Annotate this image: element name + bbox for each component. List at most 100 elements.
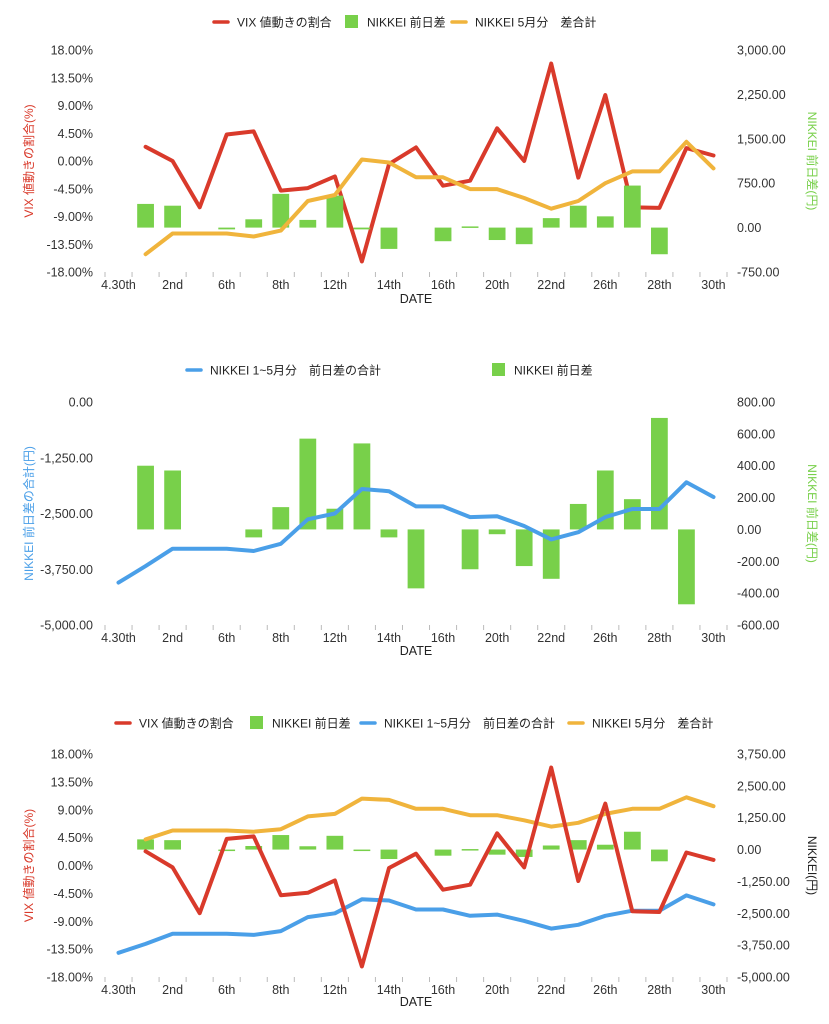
bar-nikkei-diff (488, 227, 506, 241)
x-tick-label: 22nd (537, 278, 565, 292)
x-tick-label: 28th (647, 278, 671, 292)
y-tick-left: 18.00% (51, 748, 93, 762)
y-tick-right: 1,500.00 (737, 132, 786, 146)
y-axis-title-left: NIKKEI 前日差の合計(円) (21, 446, 36, 581)
bar-nikkei-diff (569, 205, 587, 228)
bar-nikkei-diff (651, 227, 668, 255)
x-axis-title: DATE (400, 995, 432, 1009)
x-tick-label: 16th (431, 278, 455, 292)
y-tick-right: -3,750.00 (737, 939, 790, 953)
y-tick-right: -2,500.00 (737, 907, 790, 921)
x-tick-label: 30th (701, 278, 725, 292)
x-axis-title: DATE (400, 292, 432, 306)
bar-nikkei-diff (407, 529, 425, 589)
y-axis-title-left: VIX 値動きの割合(%) (21, 104, 36, 217)
y-tick-left: 13.50% (51, 71, 93, 85)
y-tick-right: 0.00 (737, 221, 761, 235)
bar-nikkei-diff (488, 529, 506, 535)
y-axis-title-left: VIX 値動きの割合(%) (21, 809, 36, 922)
line-cum (116, 480, 716, 585)
chart-svg-1: VIX 値動きの割合 NIKKEI 前日差 NIKKEI 5月分 差合計 18.00%… (21, 15, 820, 307)
bar-nikkei-diff (137, 203, 154, 228)
bar-nikkei-diff (137, 465, 154, 530)
bar-nikkei-diff (542, 529, 560, 579)
y-tick-left: -1,250.00 (40, 451, 93, 465)
bar-nikkei-diff (353, 227, 371, 230)
bar-nikkei-diff (272, 835, 290, 850)
bar-nikkei-diff (326, 195, 344, 228)
y-tick-left: -4.50% (53, 182, 93, 196)
bar-nikkei-diff (380, 849, 398, 860)
x-tick-label: 6th (218, 631, 235, 645)
x-axis-title: DATE (400, 644, 432, 658)
y-tick-right: 2,250.00 (737, 88, 786, 102)
chart-svg-2: NIKKEI 1~5月分 前日差の合計 NIKKEI 前日差 0.00 -1,250.… (21, 363, 820, 659)
x-tick-label: 12th (323, 631, 347, 645)
line-total5 (143, 795, 716, 842)
legend-label: NIKKEI 前日差 (514, 363, 593, 378)
y-tick-right: 0.00 (737, 843, 761, 857)
bar-nikkei-diff (326, 835, 344, 850)
line-cum (116, 893, 716, 955)
bar-nikkei-diff (651, 417, 668, 530)
bar-nikkei-diff (380, 227, 398, 249)
y-tick-left: 13.50% (51, 775, 93, 789)
x-tick-label: 12th (323, 278, 347, 292)
y-tick-left: 9.00% (58, 99, 93, 113)
bar-nikkei-diff (515, 849, 533, 857)
y-tick-right: 200.00 (737, 491, 775, 505)
bar-nikkei-diff (299, 219, 317, 228)
chart-nikkei-cumulative: NIKKEI 1~5月分 前日差の合計 NIKKEI 前日差 0.00 -1,250.… (0, 345, 829, 670)
y-tick-left: -2,500.00 (40, 507, 93, 521)
bar-nikkei-diff (515, 529, 533, 567)
legend-label: VIX 値動きの割合 (237, 15, 332, 30)
x-tick-label: 2nd (162, 278, 183, 292)
x-tick-label: 4.30th (101, 278, 136, 292)
bar-nikkei-diff (596, 216, 614, 228)
y-axis-title-right: NIKKEI(円) (805, 836, 819, 895)
legend-swatch-bar (492, 363, 505, 376)
y-tick-left: -5,000.00 (40, 619, 93, 633)
bar-nikkei-diff (569, 503, 587, 530)
bar-nikkei-diff (515, 227, 533, 245)
bar-nikkei-diff (623, 185, 641, 228)
bar-nikkei-diff (353, 849, 371, 852)
legend-label: NIKKEI 5月分 差合計 (592, 716, 713, 731)
y-tick-left: -13.50% (46, 238, 93, 252)
legend-swatch-bar (250, 716, 263, 729)
y-tick-left: -18.00% (46, 266, 93, 280)
bar-nikkei-diff (218, 849, 236, 852)
bar-nikkei-diff (164, 840, 181, 850)
y-tick-right: 3,000.00 (737, 44, 786, 58)
y-tick-right: -750.00 (737, 266, 779, 280)
y-tick-right: 1,250.00 (737, 811, 786, 825)
bar-nikkei-diff (569, 840, 587, 850)
bar-nikkei-diff (596, 844, 614, 850)
bar-nikkei-diff (245, 846, 263, 850)
y-axis-title-right: NIKKEI 前日差(円) (805, 112, 820, 211)
bar-nikkei-diff (623, 831, 641, 850)
bar-nikkei-diff (218, 227, 236, 230)
bar-nikkei-diff (380, 529, 398, 538)
y-tick-right: 800.00 (737, 396, 775, 410)
legend-label: NIKKEI 1~5月分 前日差の合計 (210, 363, 381, 378)
bar-nikkei-diff (461, 849, 479, 851)
x-tick-label: 22nd (537, 983, 565, 997)
legend-label: NIKKEI 前日差 (272, 716, 351, 731)
x-tick-label: 16th (431, 631, 455, 645)
y-tick-left: -13.50% (46, 943, 93, 957)
y-tick-left: 0.00% (58, 155, 93, 169)
x-tick-label: 12th (323, 983, 347, 997)
bar-nikkei-diff (164, 470, 181, 530)
bar-nikkei-diff (434, 227, 452, 242)
legend-label: NIKKEI 前日差 (367, 15, 446, 30)
y-tick-right: 600.00 (737, 427, 775, 441)
y-tick-left: 0.00% (58, 859, 93, 873)
bar-nikkei-diff (272, 507, 290, 530)
y-tick-right: 400.00 (737, 459, 775, 473)
bar-nikkei-diff (651, 849, 668, 862)
x-tick-label: 16th (431, 983, 455, 997)
x-tick-label: 22nd (537, 631, 565, 645)
y-tick-right: -200.00 (737, 555, 779, 569)
y-tick-left: 9.00% (58, 803, 93, 817)
